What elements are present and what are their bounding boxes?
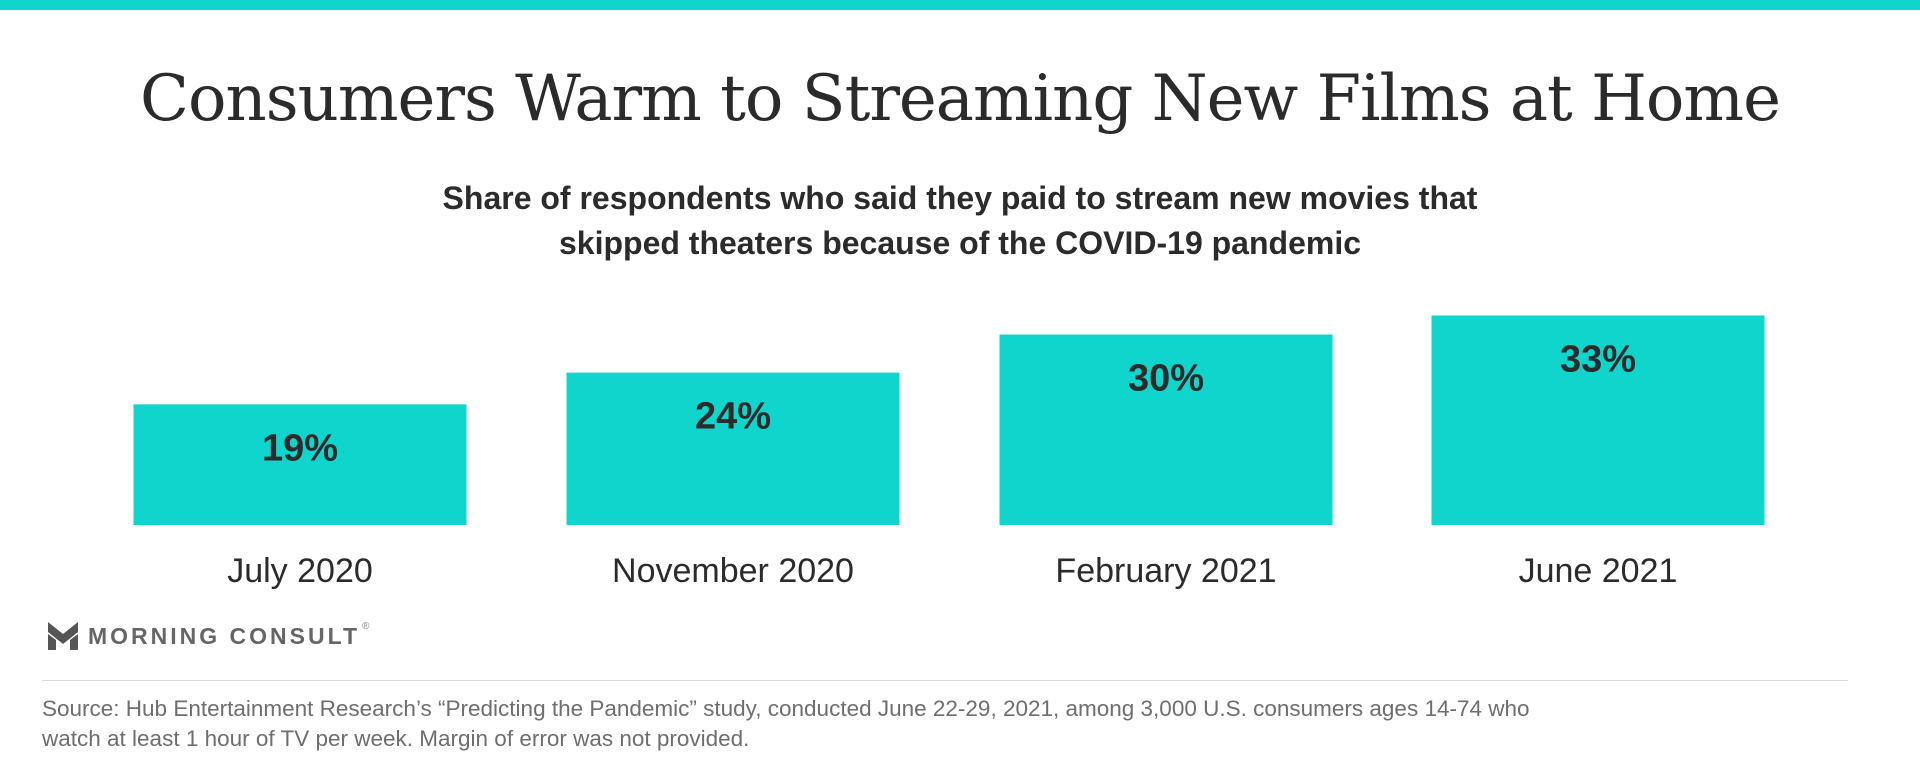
top-accent-stripe — [0, 0, 1920, 10]
bar-3 — [999, 334, 1333, 525]
chart-title: Consumers Warm to Streaming New Films at… — [140, 62, 1781, 136]
category-label-1: July 2020 — [227, 552, 373, 590]
subtitle-line-1: Share of respondents who said they paid … — [442, 180, 1478, 216]
bar-value-label-2: 24% — [695, 396, 771, 438]
bar-value-label-4: 33% — [1560, 338, 1636, 380]
category-label-3: February 2021 — [1055, 552, 1276, 590]
bar-value-label-3: 30% — [1128, 358, 1204, 400]
bar-chart: 19% July 2020 24% November 2020 30% February … — [133, 315, 1765, 590]
bar-1 — [133, 404, 467, 525]
brand-registered-mark: ® — [362, 620, 370, 632]
category-label-4: June 2021 — [1519, 552, 1678, 590]
source-line-1: Source: Hub Entertainment Research’s “Pr… — [42, 696, 1530, 721]
bar-2 — [566, 372, 900, 525]
footer-divider — [42, 680, 1848, 681]
chart-subtitle: Share of respondents who said they paid … — [360, 176, 1560, 266]
subtitle-line-2: skipped theaters because of the COVID-19… — [558, 225, 1361, 261]
bar-4 — [1431, 315, 1765, 525]
morning-consult-logo: MORNING CONSULT ® — [48, 620, 369, 652]
morning-consult-logo-icon — [48, 622, 78, 650]
source-line-2: watch at least 1 hour of TV per week. Ma… — [42, 726, 750, 751]
source-note: Source: Hub Entertainment Research’s “Pr… — [42, 694, 1842, 754]
category-label-2: November 2020 — [612, 552, 854, 590]
bar-value-label-1: 19% — [262, 427, 338, 469]
brand-name: MORNING CONSULT — [88, 622, 361, 649]
